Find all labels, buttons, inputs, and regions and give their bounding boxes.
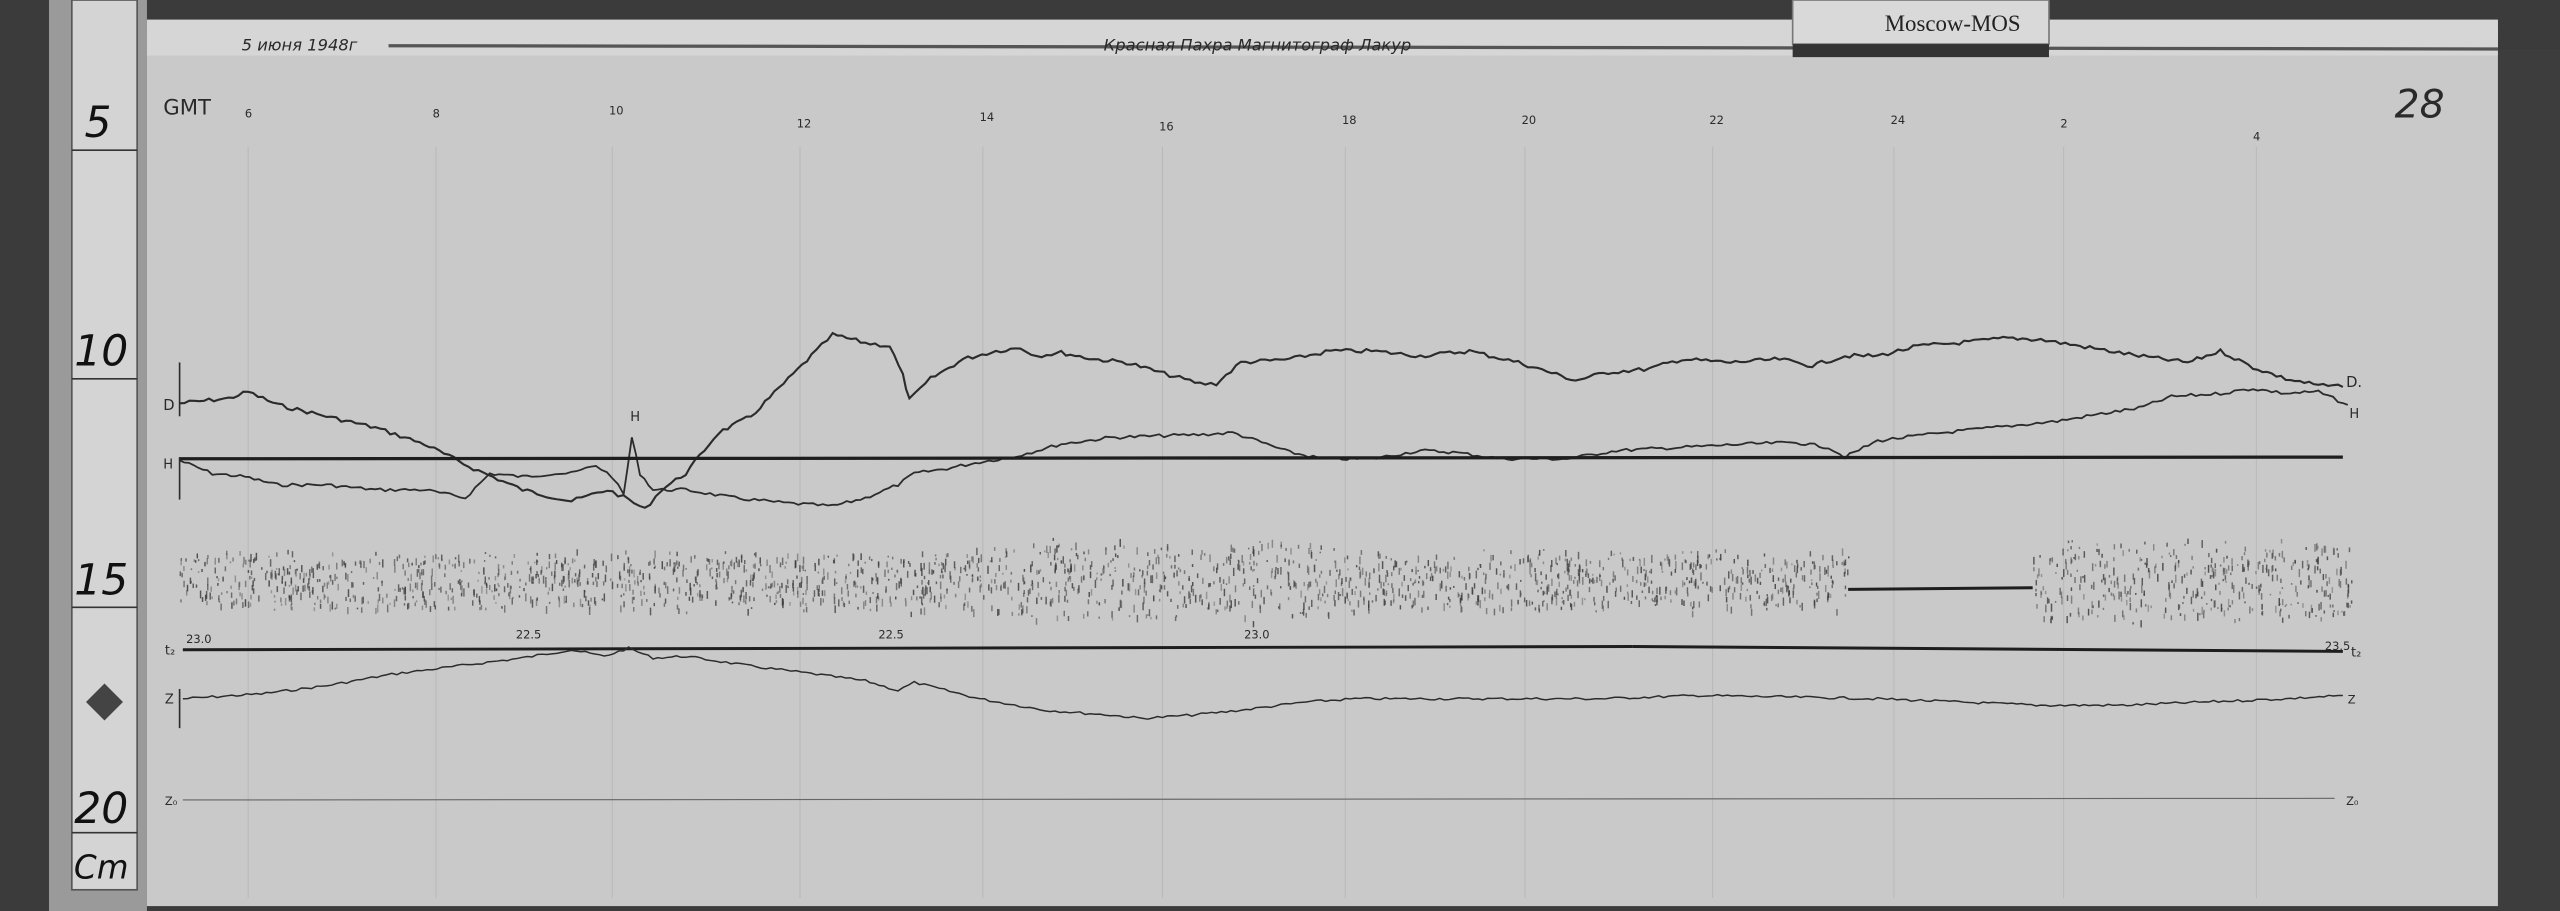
z-label-left: Z	[165, 693, 174, 708]
d-trace	[179, 331, 2344, 509]
hour-label: 22	[1709, 113, 1724, 127]
right-background	[2497, 48, 2560, 911]
hour-label: 8	[433, 107, 440, 121]
ruler-unit: Cm	[74, 848, 129, 886]
h-label-right: H	[2349, 407, 2359, 422]
temperature-mark: 23.0	[186, 632, 211, 646]
h-trace	[179, 388, 2349, 507]
hour-label: 6	[245, 107, 252, 121]
ruler-label-20: 20	[74, 785, 128, 834]
z-trace	[182, 646, 2343, 720]
record-date: 5 июня 1948г	[242, 36, 358, 55]
h-label-left: H	[163, 458, 173, 473]
noise-trace	[179, 537, 2353, 628]
station-tag-label: Moscow-MOS	[1885, 11, 2021, 36]
t2-baseline	[1632, 645, 2343, 653]
gmt-label: GMT	[163, 95, 212, 120]
ruler-label-15: 15	[74, 556, 128, 605]
hour-label: 20	[1522, 113, 1537, 127]
station-tag	[1791, 0, 2050, 45]
hour-label: 16	[1159, 120, 1174, 134]
hour-label: 2	[2060, 116, 2067, 130]
hour-label: 4	[2253, 129, 2260, 143]
record-title: Красная Пахра Магнитограф Лакур	[1104, 36, 1412, 55]
ruler-label-10: 10	[74, 328, 128, 377]
hour-label: 14	[980, 110, 995, 124]
hour-label: 10	[609, 103, 624, 117]
temperature-mark: 23.0	[1244, 627, 1269, 641]
z0-label-left: Z₀	[165, 794, 178, 808]
d-label-right: D.	[2346, 374, 2362, 391]
strip-edge	[388, 44, 2498, 51]
centimeter-ruler: 5 10 15 20 Cm	[71, 0, 138, 891]
t2-label-right: t₂	[2351, 645, 2361, 660]
t2-label-left: t₂	[165, 644, 175, 659]
station-tag-shadow	[1792, 44, 2049, 58]
d-label-left: D	[163, 397, 174, 414]
paper-sheet	[146, 29, 2498, 907]
hour-label: 12	[797, 116, 812, 130]
noise-flat-segment	[1848, 586, 2033, 591]
temperature-mark: 22.5	[516, 627, 541, 641]
temperature-mark: 22.5	[878, 627, 903, 641]
sheet-number: 28	[2395, 83, 2445, 128]
traces	[178, 331, 2353, 801]
ruler-label-5: 5	[84, 99, 111, 148]
z0-label-right: Z₀	[2346, 794, 2359, 808]
temperature-mark: 23.5	[2325, 639, 2350, 653]
h-baseline	[179, 455, 2343, 461]
hour-label: 18	[1342, 113, 1357, 127]
z-label-right: Z	[2348, 693, 2356, 707]
t2-baseline	[182, 645, 1633, 652]
hour-label: 24	[1891, 113, 1906, 127]
h-mark-label: H	[630, 410, 640, 425]
z0-baseline	[182, 797, 2335, 801]
